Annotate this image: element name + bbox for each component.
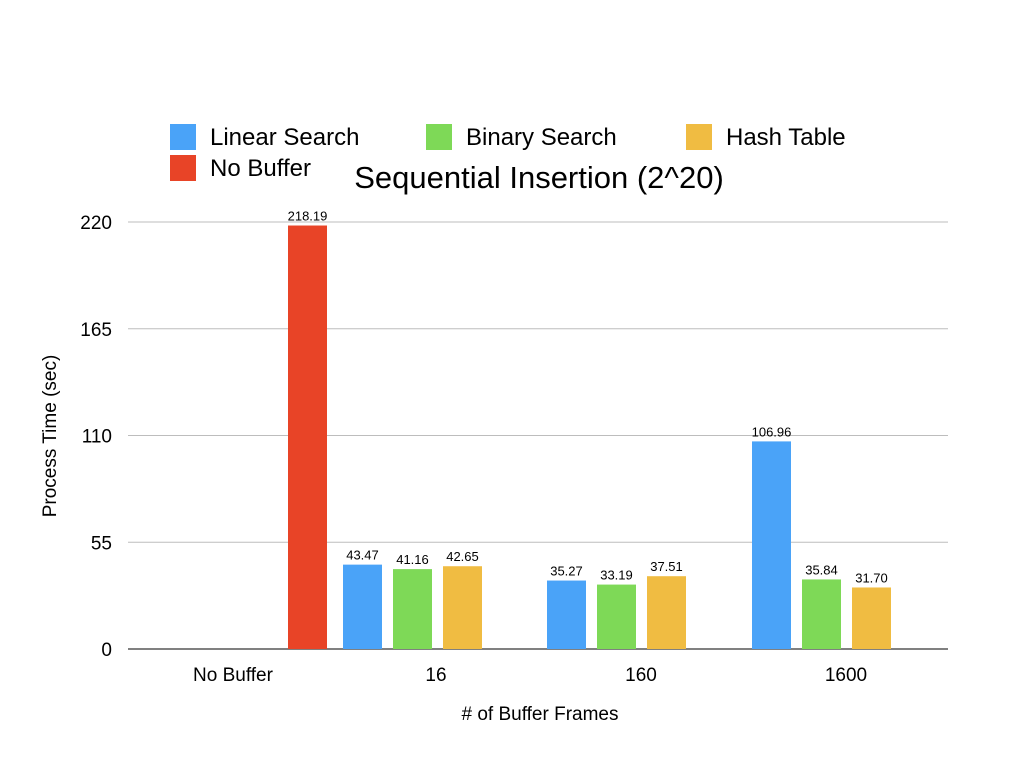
legend-label: Linear Search [210,124,359,151]
data-label: 43.47 [346,548,379,563]
legend-item-no-buffer: No Buffer [170,155,311,182]
data-label: 33.19 [600,568,633,583]
y-tick-label: 165 [80,320,112,341]
chart-title: Sequential Insertion (2^20) [354,160,724,195]
x-tick-label: No Buffer [193,665,274,686]
x-tick-label: 1600 [825,665,867,686]
legend-item-linear-search: Linear Search [170,124,359,151]
bars [288,225,891,649]
legend-label: No Buffer [210,155,311,182]
data-label: 41.16 [396,552,429,567]
data-labels: 43.47 35.27 106.96 41.16 33.19 35.84 42.65 37.5… [288,209,888,586]
y-tick-label: 220 [80,213,112,234]
data-label: 35.27 [550,564,583,579]
x-axis-label: # of Buffer Frames [462,704,619,725]
bar-linear-search-1600 [752,441,791,649]
legend-swatch [426,124,452,150]
data-label: 37.51 [650,559,683,574]
bar-linear-search-160 [547,580,586,649]
legend-swatch [170,124,196,150]
bar-binary-search-160 [597,584,636,649]
x-tick-label: 16 [425,665,446,686]
legend-item-hash-table: Hash Table [686,124,846,151]
x-tick-label: 160 [625,665,657,686]
y-tick-label: 0 [101,640,112,661]
legend-item-binary-search: Binary Search [426,124,617,151]
bar-binary-search-16 [393,569,432,649]
y-axis-label: Process Time (sec) [40,355,61,518]
legend-label: Hash Table [726,124,846,151]
data-label: 218.19 [288,209,328,224]
legend-label: Binary Search [466,124,617,151]
legend-swatch [686,124,712,150]
legend: Linear Search Binary Search Hash Table No B… [170,124,846,182]
bar-linear-search-16 [343,564,382,649]
data-label: 35.84 [805,562,838,577]
data-label: 42.65 [446,549,479,564]
bar-hash-table-160 [647,576,686,649]
bar-hash-table-16 [443,566,482,649]
bar-binary-search-1600 [802,579,841,649]
legend-swatch [170,155,196,181]
data-label: 31.70 [855,570,888,585]
y-axis-ticks: 0 55 110 165 220 [80,213,112,661]
bar-no-buffer-no-buffer [288,225,327,649]
y-tick-label: 55 [91,533,112,554]
y-tick-label: 110 [82,427,112,448]
bar-hash-table-1600 [852,587,891,649]
x-axis-ticks: No Buffer 16 160 1600 [193,665,867,686]
data-label: 106.96 [752,424,792,439]
